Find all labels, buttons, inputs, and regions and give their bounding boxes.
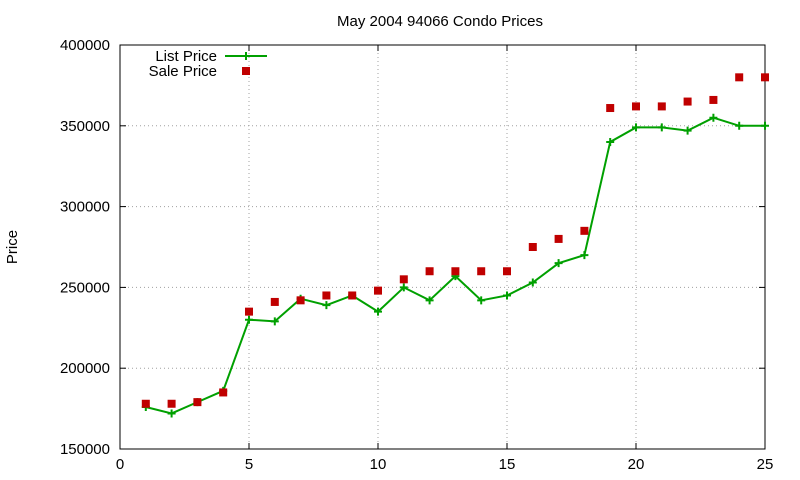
list-price-point xyxy=(554,259,563,268)
y-tick-label: 150000 xyxy=(60,441,110,458)
x-tick-label: 15 xyxy=(499,456,516,473)
y-tick-label: 200000 xyxy=(60,360,110,377)
legend-label-sale-price: Sale Price xyxy=(149,63,217,80)
list-price-point xyxy=(683,126,692,135)
legend-marker-sale-price xyxy=(242,67,250,75)
list-price-point xyxy=(632,123,640,132)
sale-price-point xyxy=(477,267,486,276)
data-series xyxy=(141,73,769,418)
list-price-point xyxy=(399,283,408,292)
list-price-point xyxy=(761,121,769,130)
sale-price-point xyxy=(451,267,460,276)
sale-price-point xyxy=(322,291,331,300)
sale-price-point xyxy=(425,267,434,276)
legend: List Price Sale Price xyxy=(149,48,267,80)
sale-price-point xyxy=(245,307,253,316)
x-tick-label: 5 xyxy=(245,456,253,473)
sale-price-point xyxy=(399,275,408,284)
sale-price-point xyxy=(683,97,692,106)
sale-price-point xyxy=(554,234,563,243)
list-price-point xyxy=(503,291,511,300)
sale-price-point xyxy=(167,399,176,408)
list-price-point xyxy=(270,317,279,326)
list-price-point xyxy=(580,251,589,260)
list-price-point xyxy=(425,296,434,305)
y-tick-label: 250000 xyxy=(60,279,110,296)
sale-price-point xyxy=(219,388,228,397)
sale-price-point xyxy=(374,286,382,295)
legend-label-list-price: List Price xyxy=(155,48,217,65)
sale-price-point xyxy=(348,291,357,300)
list-price-point xyxy=(528,278,537,287)
y-axis-label: Price xyxy=(4,230,21,264)
y-tick-label: 350000 xyxy=(60,118,110,135)
axis-ticks: 0 5 10 15 20 25 150000 200000 250000 300000 350000… xyxy=(60,37,773,473)
list-price-point xyxy=(167,409,176,418)
x-tick-label: 10 xyxy=(370,456,387,473)
sale-price-point xyxy=(709,95,718,104)
list-price-point xyxy=(606,137,615,146)
x-tick-label: 25 xyxy=(757,456,774,473)
list-price-point xyxy=(322,301,331,310)
y-tick-label: 300000 xyxy=(60,199,110,216)
list-price-point xyxy=(245,315,253,324)
y-tick-label: 400000 xyxy=(60,37,110,54)
sale-price-point xyxy=(632,102,640,111)
sale-price-point xyxy=(193,398,202,407)
sale-price-point xyxy=(141,399,150,408)
list-price-line xyxy=(145,116,765,415)
sale-price-point xyxy=(528,243,537,251)
sale-price-point xyxy=(735,73,744,82)
x-tick-label: 20 xyxy=(628,456,645,473)
sale-price-point xyxy=(580,226,589,235)
sale-price-point xyxy=(761,73,769,82)
x-tick-label: 0 xyxy=(116,456,124,473)
sale-price-point xyxy=(657,102,666,111)
list-price-point xyxy=(735,121,744,130)
list-price-point xyxy=(477,296,486,305)
sale-price-point xyxy=(503,267,511,276)
sale-price-point xyxy=(296,296,305,305)
list-price-point xyxy=(657,123,666,132)
grid xyxy=(120,45,765,449)
plot-frame xyxy=(119,44,766,450)
chart-title: May 2004 94066 Condo Prices xyxy=(337,13,543,30)
list-price-point xyxy=(709,113,718,122)
list-price-point xyxy=(374,307,382,316)
legend-marker-list-price xyxy=(242,52,250,60)
sale-price-point xyxy=(606,104,615,113)
sale-price-point xyxy=(270,297,279,306)
